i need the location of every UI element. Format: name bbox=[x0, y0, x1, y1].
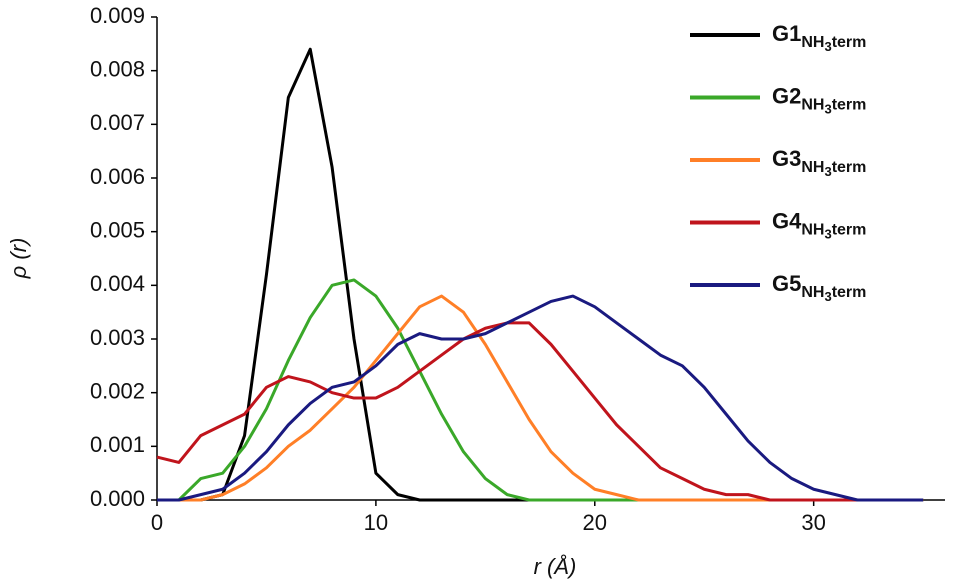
x-tick-label: 20 bbox=[583, 510, 607, 535]
legend-label: G2NH3term bbox=[772, 83, 866, 117]
y-tick-label: 0.008 bbox=[90, 56, 145, 81]
legend-subscript: term bbox=[832, 284, 867, 301]
x-axis-label: r (Å) bbox=[534, 554, 577, 579]
legend-subscript: 3 bbox=[824, 289, 831, 304]
series-line bbox=[157, 294, 924, 502]
legend-name: G1 bbox=[772, 21, 801, 46]
x-tick-label: 10 bbox=[364, 510, 388, 535]
legend-subscript: term bbox=[832, 222, 867, 239]
legend-subscript: NH bbox=[801, 284, 824, 301]
legend-label: G4NH3term bbox=[772, 208, 866, 242]
legend-subscript: 3 bbox=[824, 102, 831, 117]
legend-label: G1NH3term bbox=[772, 21, 866, 55]
y-tick-label: 0.004 bbox=[90, 271, 145, 296]
y-tick-label: 0.005 bbox=[90, 217, 145, 242]
y-tick-label: 0.007 bbox=[90, 110, 145, 135]
y-axis-label: ρ (r) bbox=[6, 238, 31, 280]
x-tick-label: 30 bbox=[801, 510, 825, 535]
legend-subscript: NH bbox=[801, 97, 824, 114]
legend-name: G2 bbox=[772, 83, 801, 108]
legend-subscript: NH bbox=[801, 34, 824, 51]
legend-subscript: 3 bbox=[824, 227, 831, 242]
y-tick-label: 0.002 bbox=[90, 378, 145, 403]
y-tick-label: 0.003 bbox=[90, 325, 145, 350]
legend-name: G5 bbox=[772, 271, 801, 296]
y-tick-label: 0.001 bbox=[90, 432, 145, 457]
legend-subscript: 3 bbox=[824, 39, 831, 54]
legend-subscript: term bbox=[832, 97, 867, 114]
series-line bbox=[156, 321, 924, 502]
legend-subscript: term bbox=[832, 159, 867, 176]
legend-label: G3NH3term bbox=[772, 146, 866, 180]
legend-subscript: 3 bbox=[824, 164, 831, 179]
series-line bbox=[157, 278, 924, 502]
legend-name: G4 bbox=[772, 208, 802, 233]
y-tick-label: 0.000 bbox=[90, 486, 145, 511]
legend-subscript: NH bbox=[801, 222, 824, 239]
legend-subscript: NH bbox=[801, 159, 824, 176]
legend-subscript: term bbox=[832, 34, 867, 51]
legend-label: G5NH3term bbox=[772, 271, 866, 305]
y-tick-label: 0.009 bbox=[90, 3, 145, 28]
legend-name: G3 bbox=[772, 146, 801, 171]
x-tick-label: 0 bbox=[151, 510, 163, 535]
y-tick-label: 0.006 bbox=[90, 164, 145, 189]
series-line bbox=[157, 47, 924, 502]
